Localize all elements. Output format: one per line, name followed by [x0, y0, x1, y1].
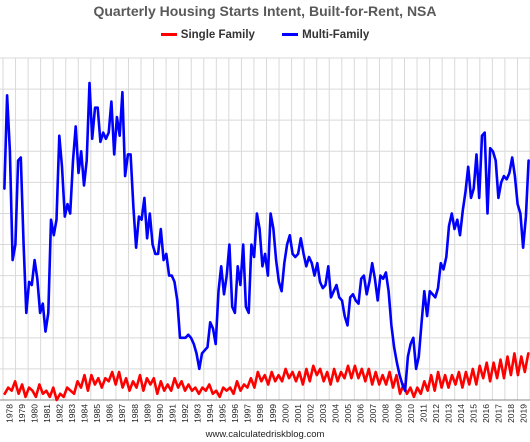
x-tick-label: 2004 [331, 404, 341, 423]
x-tick-label: 2019 [519, 404, 529, 423]
x-tick-label: 1997 [243, 404, 253, 423]
x-tick-label: 1985 [92, 404, 102, 423]
x-tick-label: 1990 [155, 404, 165, 423]
legend: Single Family Multi-Family [0, 29, 530, 41]
x-tick-label: 2015 [469, 404, 479, 423]
x-tick-label: 1991 [167, 404, 177, 423]
x-tick-label: 1988 [130, 404, 140, 423]
x-tick-label: 1994 [205, 404, 215, 423]
series-line-single-family [3, 352, 530, 402]
source-credit: www.calculatedriskblog.com [205, 429, 325, 440]
x-tick-label: 2005 [343, 404, 353, 423]
x-tick-label: 2008 [381, 404, 391, 423]
x-tick-label: 1992 [180, 404, 190, 423]
x-tick-label: 1993 [192, 404, 202, 423]
x-tick-label: 1996 [230, 404, 240, 423]
x-tick-label: 2018 [506, 404, 516, 423]
x-tick-label: 1987 [117, 404, 127, 423]
x-tick-label: 2011 [418, 404, 428, 423]
x-tick-label: 2013 [443, 404, 453, 423]
plot-background [0, 58, 530, 400]
x-tick-label: 2009 [393, 404, 403, 423]
x-tick-label: 1998 [255, 404, 265, 423]
legend-label-multi-family: Multi-Family [302, 29, 370, 41]
x-tick-label: 1979 [17, 404, 27, 423]
legend-item-single-family: Single Family [160, 29, 255, 41]
legend-swatch-multi-family [282, 33, 299, 37]
x-tick-label: 1995 [218, 404, 228, 423]
x-tick-label: 2012 [431, 404, 441, 423]
x-tick-label: 2001 [293, 404, 303, 423]
x-tick-label: 2010 [406, 404, 416, 423]
x-tick-label: 2002 [305, 404, 315, 423]
x-tick-label: 1983 [67, 404, 77, 423]
x-tick-label: 2007 [368, 404, 378, 423]
x-tick-label: 1980 [29, 404, 39, 423]
legend-label-single-family: Single Family [180, 29, 255, 41]
x-tick-label: 1981 [42, 404, 52, 423]
legend-item-multi-family: Multi-Family [282, 29, 369, 41]
x-tick-label: 1984 [80, 404, 90, 423]
x-tick-label: 1982 [54, 404, 64, 423]
chart-title: Quarterly Housing Starts Intent, Built-f… [93, 3, 437, 19]
x-tick-label: 2000 [280, 404, 290, 423]
x-tick-label: 2017 [494, 404, 504, 423]
x-tick-label: 1989 [142, 404, 152, 423]
series-line-multi-family [3, 81, 530, 393]
x-tick-label: 1978 [4, 404, 14, 423]
legend-swatch-single-family [160, 33, 177, 37]
x-tick-label: 1986 [105, 404, 115, 423]
x-tick-label: 2003 [318, 404, 328, 423]
x-tick-label: 1999 [268, 404, 278, 423]
x-tick-label: 2016 [481, 404, 491, 423]
x-tick-label: 2006 [356, 404, 366, 423]
x-tick-label: 2014 [456, 404, 466, 423]
